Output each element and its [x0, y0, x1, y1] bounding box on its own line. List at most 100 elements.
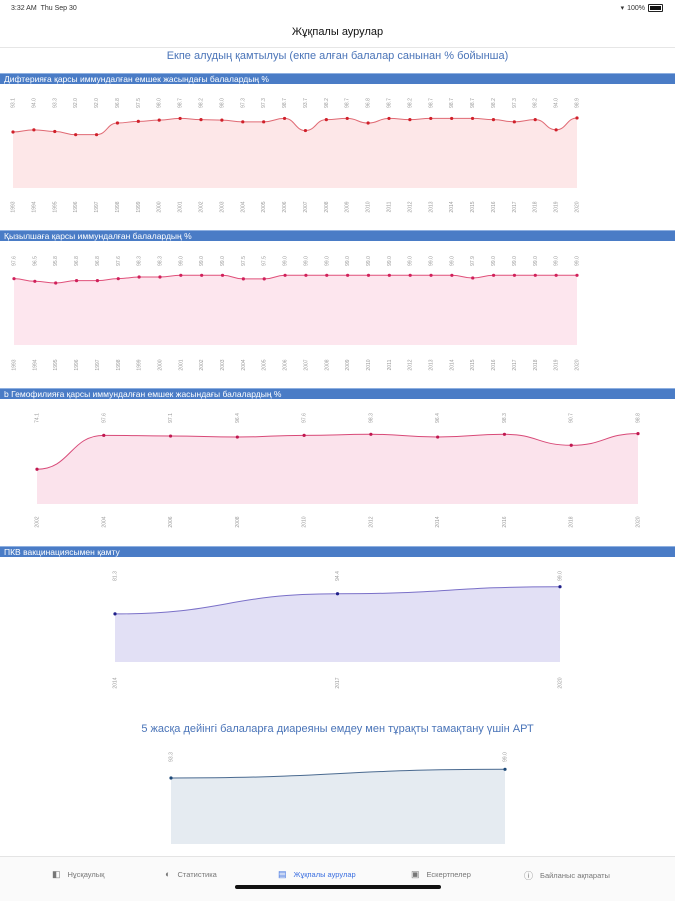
chart-1-value-label: 97.5: [241, 256, 247, 266]
status-date: Thu Sep 30: [40, 5, 77, 12]
chart-1-x-tick: 2012: [408, 359, 414, 370]
chart-0-point: [408, 118, 412, 122]
chart-1-point: [554, 273, 558, 277]
chart-1-point: [512, 273, 517, 277]
chart-0-x-tick: 2017: [512, 201, 518, 212]
chart-1-x-tick: 2014: [449, 359, 455, 370]
chart-1-point: [179, 273, 183, 277]
chart-header-measles: Қызылшаға қарсы иммундалған балалардың %: [0, 230, 675, 241]
chart-1-value-label: 99.0: [283, 256, 289, 266]
status-bar: 3:32 AM Thu Sep 30 ▾ 100%: [0, 0, 675, 18]
chart-0-x-tick: 2005: [261, 201, 267, 212]
chart-0-x-tick: 2014: [449, 201, 455, 212]
chart-0-x-tick: 1998: [115, 201, 121, 212]
chart-1-point: [33, 279, 37, 283]
tab-statistics[interactable]: ◐ Статистика: [165, 869, 217, 879]
chart-1-value-label: 97.5: [262, 256, 268, 266]
chart-1-value-label: 99.0: [554, 256, 560, 266]
chart-0-point: [136, 119, 140, 123]
chart-0-point: [429, 116, 433, 121]
chart-0-value-label: 98.7: [387, 98, 393, 108]
chart-1-value-label: 99.0: [178, 256, 184, 266]
chart-2-point: [235, 435, 239, 439]
chart-3-point: [558, 585, 562, 589]
tab-guide[interactable]: ◧ Нұсқаулық: [52, 869, 104, 880]
chart-0-x-tick: 2002: [199, 201, 205, 212]
chart-1-value-label: 96.8: [74, 256, 80, 266]
chart-0-value-label: 93.1: [11, 98, 17, 108]
chart-1-x-tick: 2005: [262, 359, 268, 370]
chart-header-pcv: ПКВ вакцинациясымен қамту: [0, 546, 675, 557]
tab-infectious-diseases[interactable]: ▤ Жұқпалы аурулар: [278, 869, 356, 880]
chart-0-x-tick: 2019: [554, 201, 560, 212]
chart-1-x-tick: 1999: [137, 359, 143, 370]
chart-0-point: [554, 128, 558, 132]
chart-0-point: [74, 133, 78, 137]
chart-1-x-tick: 2001: [178, 359, 184, 370]
chart-0-point: [533, 118, 537, 122]
chart-header-diphtheria: Дифтерияға қарсы иммундалған емшек жасын…: [0, 73, 675, 84]
chart-0-value-label: 98.2: [407, 98, 413, 108]
chart-0-x-tick: 2020: [575, 201, 581, 212]
status-right: ▾ 100%: [621, 4, 663, 12]
book-icon: ◧: [52, 869, 61, 879]
chart-2-x-tick: 2012: [368, 516, 374, 527]
chart-1-value-label: 99.0: [408, 256, 414, 266]
tab-contact-info[interactable]: ⓘ Байланыс ақпараты: [524, 869, 610, 882]
chart-0-x-tick: 2015: [470, 201, 476, 212]
chart-1-value-label: 98.3: [157, 256, 163, 266]
chart-0-point: [345, 116, 349, 121]
chart-1-value-label: 99.0: [449, 256, 455, 266]
chart-0-point: [282, 116, 287, 121]
chart-1-point: [408, 273, 412, 277]
chart-2-x-tick: 2006: [168, 516, 174, 527]
chart-1-x-tick: 2000: [157, 359, 163, 370]
chart-1-x-tick: 2018: [533, 359, 539, 370]
chart-1-point: [116, 277, 120, 281]
chart-2-x-tick: 2004: [101, 516, 107, 527]
chart-1-point: [262, 277, 266, 281]
chart-0-point: [262, 120, 266, 124]
battery-icon: [648, 4, 663, 12]
chart-0-point: [366, 121, 370, 125]
home-indicator: [235, 885, 441, 889]
chart-0-point: [387, 116, 391, 121]
chart-0-value-label: 98.2: [533, 98, 539, 108]
chart-2-value-label: 98.3: [368, 413, 374, 423]
chart-0-value-label: 96.8: [115, 98, 121, 108]
chart-2-x-tick: 2002: [35, 516, 41, 527]
chart-2-point: [636, 431, 640, 436]
chart-1-value-label: 99.0: [429, 256, 435, 266]
chart-2-point: [302, 433, 306, 437]
chart-1-value-label: 97.6: [116, 256, 122, 266]
chart-2-x-tick: 2008: [235, 516, 241, 527]
chart-0-x-tick: 2010: [366, 201, 372, 212]
chart-2-point: [502, 432, 507, 436]
chart-1-point: [346, 273, 350, 277]
chart-0-area: [13, 117, 577, 188]
chart-1-point: [575, 273, 579, 277]
chart-2-point: [436, 435, 440, 439]
chart-0-value-label: 98.0: [219, 98, 225, 108]
tab-notes[interactable]: ▣ Ескертпелер: [411, 869, 471, 880]
document-icon: ▤: [278, 869, 287, 879]
tab-label: Байланыс ақпараты: [540, 871, 610, 880]
chart-3-x-tick: 2017: [335, 677, 341, 688]
chart-2-value-label: 97.1: [168, 413, 174, 423]
chart-1-value-label: 99.0: [575, 256, 581, 266]
chart-1-value-label: 99.0: [491, 256, 497, 266]
chart-4-point: [503, 767, 507, 771]
chart-0-x-tick: 2000: [157, 201, 163, 212]
chart-1-value-label: 99.0: [512, 256, 518, 266]
chart-1-value-label: 99.0: [387, 256, 393, 266]
chart-1-point: [158, 275, 162, 279]
chart-0-point: [157, 118, 161, 122]
chart-0-x-tick: 2008: [324, 201, 330, 212]
chart-1-x-tick: 2010: [366, 359, 372, 370]
chart-4-point: [169, 776, 173, 780]
chart-0-point: [512, 120, 516, 124]
chart-1-value-label: 98.3: [137, 256, 143, 266]
chart-1-x-tick: 2002: [199, 359, 205, 370]
chart-2-line: [36, 433, 639, 470]
chart-1-value-label: 99.0: [199, 256, 205, 266]
